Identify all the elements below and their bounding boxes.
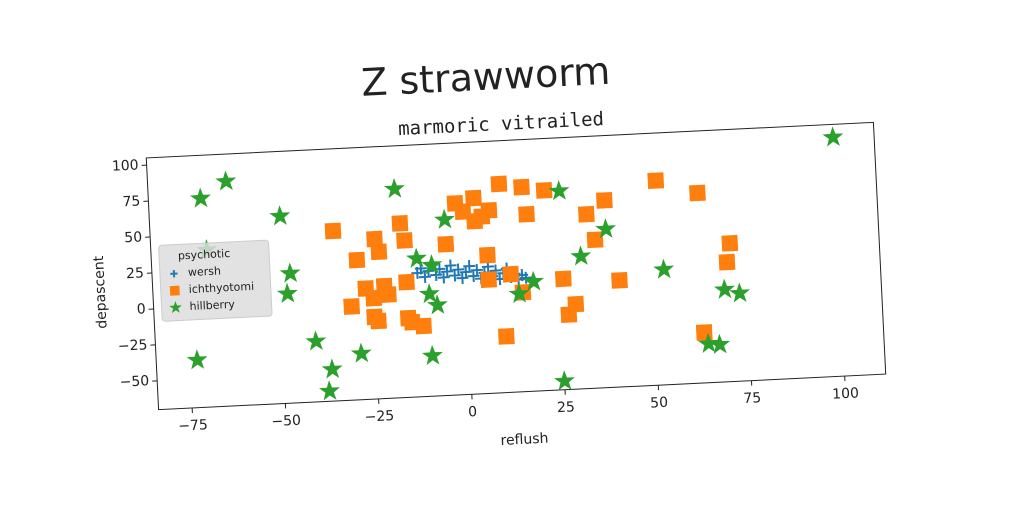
scatter-point (398, 274, 415, 291)
scatter-point (536, 182, 553, 199)
legend-title: psychotic (178, 247, 231, 263)
scatter-point (350, 342, 372, 363)
scatter-point (321, 358, 343, 379)
scatter-point (370, 243, 387, 260)
scatter-point (653, 258, 675, 279)
y-tick-label: −50 (119, 373, 149, 390)
scatter-point (491, 176, 508, 193)
scatter-point (415, 318, 432, 335)
chart-body: Z strawworm marmoric vitrailed reflush d… (82, 36, 888, 469)
scatter-point (560, 306, 577, 323)
chart-title: Z strawworm (360, 49, 611, 105)
legend-label: wersh (188, 264, 222, 279)
scatter-point (305, 330, 327, 351)
scatter-point (822, 126, 844, 147)
scatter-point (714, 278, 736, 299)
y-tick-label: −25 (118, 337, 148, 354)
scatter-point (578, 206, 595, 223)
scatter-point (437, 236, 454, 253)
scatter-point (319, 380, 341, 401)
y-tick-label: 0 (136, 301, 146, 317)
scatter-point (343, 298, 360, 315)
scatter-point (555, 270, 572, 287)
scatter-point (729, 282, 751, 303)
scatter-point (518, 206, 535, 223)
scatter-point (721, 235, 738, 252)
scatter-point (186, 349, 208, 370)
x-tick-label: 25 (557, 399, 576, 416)
x-tick-label: 0 (468, 404, 478, 420)
x-axis-label: reflush (500, 431, 549, 449)
x-tick-label: 50 (650, 395, 669, 412)
scatter-point (498, 328, 515, 345)
scatter-point (370, 313, 387, 330)
scatter-point (480, 271, 497, 288)
scatter-point (596, 192, 613, 209)
legend-marker (170, 286, 180, 296)
scatter-point (481, 202, 498, 219)
x-tick-label: 75 (743, 390, 762, 407)
scatter-point (422, 344, 444, 365)
scatter-point (647, 172, 664, 189)
scatter-point (383, 178, 405, 199)
scatter-point (502, 266, 519, 283)
legend-label: hillberry (189, 298, 235, 313)
chart-subtitle: marmoric vitrailed (398, 108, 605, 140)
scatter-point (406, 247, 428, 268)
scatter-point (380, 286, 397, 303)
scatter-point (719, 254, 736, 271)
scatter-point (215, 170, 237, 191)
scatter-point (348, 252, 365, 269)
scatter-point (269, 205, 291, 226)
x-tick-label: 100 (832, 385, 859, 402)
y-tick-label: 75 (122, 193, 141, 210)
scatter-point (513, 179, 530, 196)
scatter-point (611, 272, 628, 289)
scatter-point (479, 247, 496, 264)
y-axis-label: depascent (91, 255, 111, 329)
scatter-point (190, 187, 212, 208)
scatter-point (554, 370, 576, 391)
y-tick-label: 100 (112, 158, 139, 175)
scatter-point (365, 290, 382, 307)
scatter-point (392, 215, 409, 232)
scatter-point (689, 185, 706, 202)
y-tick-label: 25 (126, 265, 145, 282)
scatter-point (325, 223, 342, 240)
scatter-point (279, 262, 301, 283)
y-tick-label: 50 (124, 229, 143, 246)
scatter-point (276, 282, 298, 303)
x-tick-label: −25 (364, 408, 394, 425)
x-tick-label: −75 (178, 417, 208, 434)
x-tick-label: −50 (271, 413, 301, 430)
scatter-point (396, 232, 413, 249)
